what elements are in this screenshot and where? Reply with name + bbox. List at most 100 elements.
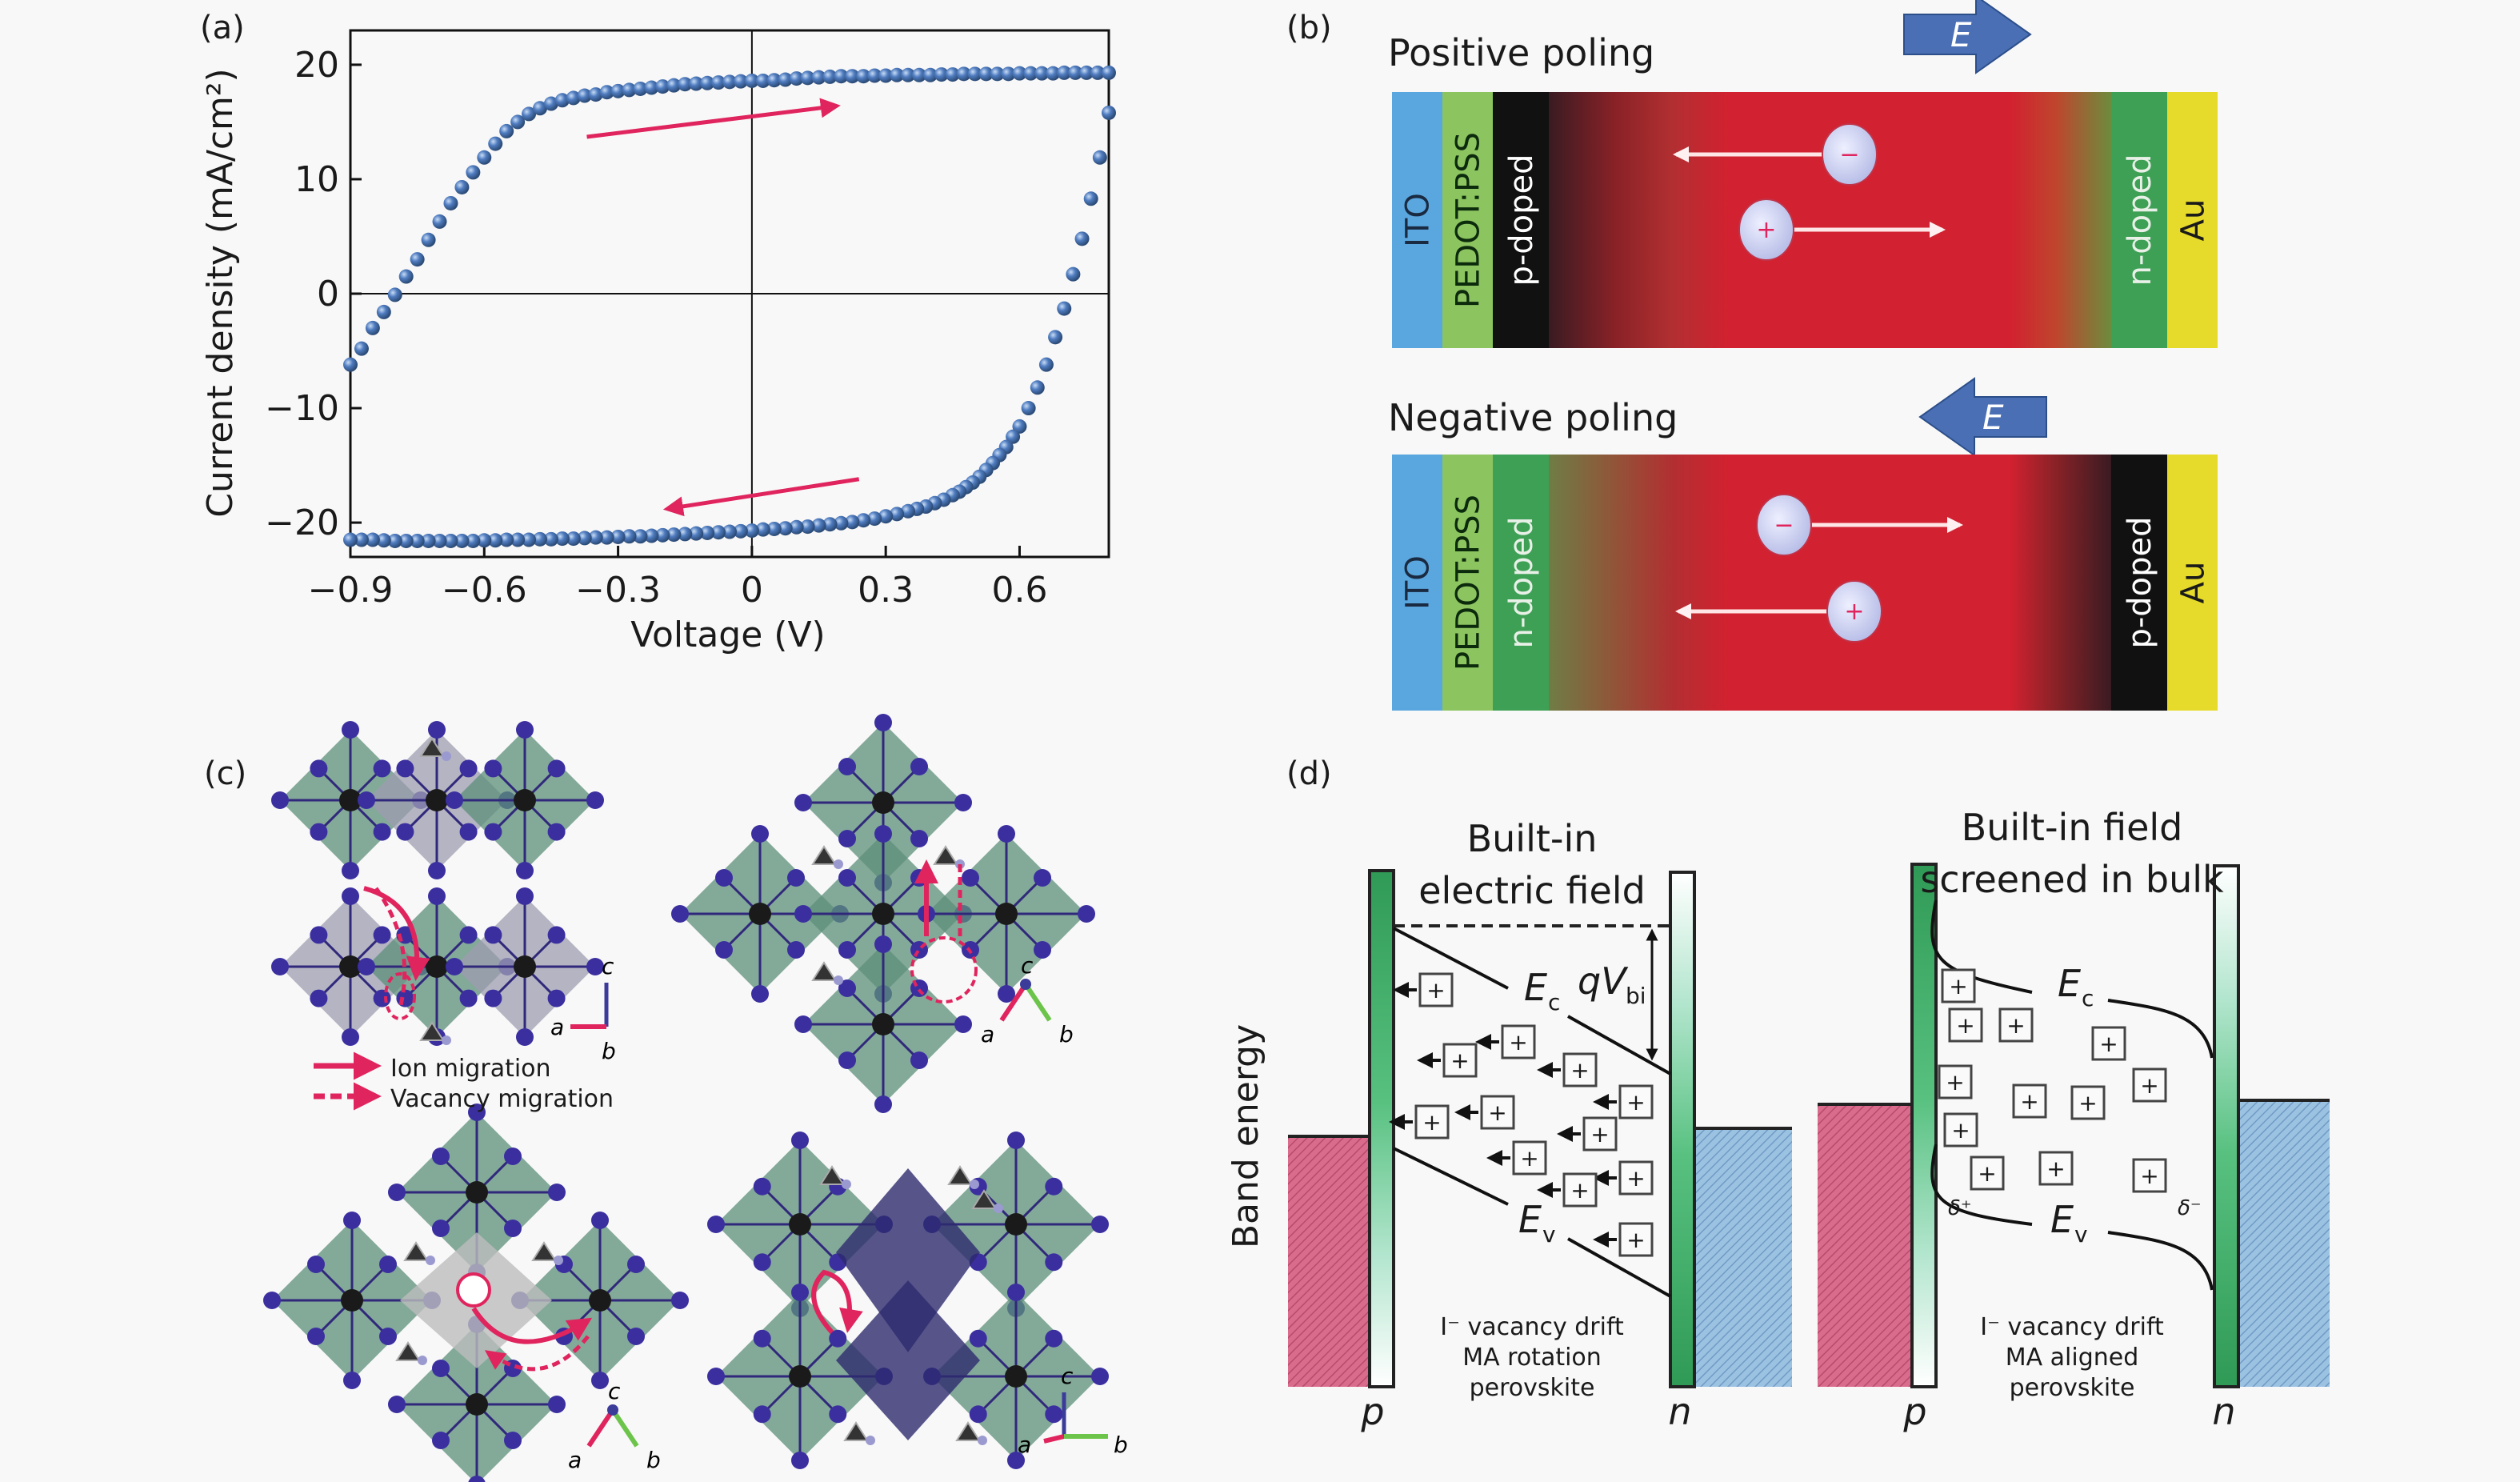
ion-sign: +: [1626, 1227, 1645, 1253]
n-type-region: [1694, 1128, 1792, 1387]
layer-label: p-doped: [1503, 154, 1540, 286]
axis-ticks: −0.9 −0.6 −0.3 0 0.3 0.6 −20 −10 0 10 20: [265, 45, 1047, 611]
metal-atom: [339, 789, 362, 811]
halide-atom: [1045, 1177, 1063, 1196]
series-reverse: [343, 105, 1116, 548]
data-point: [343, 532, 358, 547]
halide-atom: [342, 721, 359, 739]
halide-atom: [484, 989, 502, 1007]
x-tick-label: 0.3: [858, 570, 914, 611]
data-point: [700, 75, 715, 90]
structure-view-1: c a b: [271, 721, 616, 1064]
legend: Ion migration Vacancy migration: [314, 1051, 614, 1113]
halide-atom: [791, 1452, 809, 1469]
ev-band-right: [2107, 1231, 2214, 1291]
b-axis-label: b: [646, 1447, 661, 1473]
n-electrode: [1669, 871, 1696, 1388]
halide-atom: [310, 823, 328, 841]
a-axis-label: a: [981, 1021, 994, 1047]
diagram-title-line-2: screened in bulk: [1920, 858, 2224, 901]
ion-box: [1562, 1172, 1598, 1208]
ion-box: [1501, 1024, 1536, 1059]
halide-atom: [516, 862, 534, 879]
layer-p-doped: [1493, 92, 1549, 348]
data-point: [376, 304, 391, 319]
halide-atom: [998, 825, 1015, 843]
x-tick-label: 0.6: [991, 570, 1047, 611]
halide-atom: [787, 941, 805, 959]
b-axis: [1023, 983, 1052, 1022]
data-point: [610, 529, 626, 544]
ion-sign: +: [2046, 1156, 2065, 1182]
p-type-region: [1818, 1104, 1912, 1387]
data-point: [499, 123, 514, 138]
nitrogen-atom: [554, 1256, 563, 1265]
data-point: [533, 101, 547, 116]
ec-label: E: [2058, 962, 2081, 1005]
halide-atom: [962, 869, 979, 887]
halide-atom: [1034, 869, 1051, 887]
ec-band-right: [2107, 999, 2214, 1059]
ion-box: [1480, 1095, 1515, 1130]
ion-box: [1948, 1007, 1983, 1043]
panel-d-label: (d): [1286, 755, 1332, 792]
data-point: [678, 527, 693, 542]
methylammonium-molecule: [971, 1189, 997, 1209]
data-point: [655, 79, 670, 94]
metal-atom: [514, 955, 536, 978]
halide-atom: [358, 958, 375, 975]
c-axis: [607, 1404, 618, 1416]
nitrogen-atom: [842, 1180, 851, 1189]
halide-atom: [707, 1216, 725, 1233]
halide-atom: [373, 989, 391, 1007]
vacancy-ion-icon: +: [1998, 1007, 2034, 1043]
x-tick-label: 0: [741, 570, 763, 611]
nitrogen-atom: [442, 751, 451, 761]
ion-sign: +: [1520, 1145, 1538, 1172]
panel-b-label: (b): [1286, 10, 1332, 46]
ion-sign: +: [1509, 1029, 1527, 1055]
data-point: [1046, 66, 1061, 81]
data-point: [945, 67, 960, 82]
panel-d-band-diagrams: (d) Band energy Built-in electric field p n…: [1226, 755, 2330, 1433]
halide-atom: [428, 887, 446, 905]
halide-atom: [874, 825, 892, 843]
data-point: [343, 357, 358, 372]
ion-sign: +: [1488, 1099, 1506, 1126]
metal-atom: [466, 1181, 488, 1204]
halide-atom: [379, 1256, 397, 1273]
octahedron-dark: [836, 1280, 980, 1440]
diagram-title-line-1: Built-in: [1467, 817, 1598, 860]
data-point: [588, 530, 603, 545]
layer-pedot-pss: [1442, 455, 1493, 711]
ion-sign: +: [2020, 1088, 2038, 1115]
field-symbol: E: [1950, 15, 1972, 54]
data-point: [922, 67, 938, 82]
data-point: [711, 525, 726, 540]
halide-atom: [432, 1148, 450, 1165]
vacancy-ion-icon: +: [1618, 1160, 1654, 1196]
vacancy-ion-icon: +: [1943, 1112, 1978, 1148]
data-point: [1068, 65, 1083, 80]
halide-atom: [753, 1405, 771, 1424]
halide-atom: [484, 926, 502, 944]
data-point: [867, 511, 882, 527]
p-label: p: [1902, 1390, 1926, 1433]
data-point: [878, 509, 894, 524]
band-energy-label: Band energy: [1226, 1024, 1266, 1248]
data-point: [890, 507, 905, 522]
ion-sign: +: [1956, 1012, 1974, 1039]
diagram-title-line-2: electric field: [1418, 869, 1646, 912]
vacancy-ion-icon: +: [1582, 1116, 1618, 1152]
halide-atom: [627, 1328, 645, 1345]
ion-sign: +: [1951, 1117, 1970, 1144]
ion-sign: +: [1949, 973, 1967, 999]
halide-atom: [342, 1028, 359, 1046]
ion-sign: +: [2140, 1163, 2158, 1189]
b-axis-label: b: [1114, 1432, 1128, 1458]
data-point: [477, 150, 492, 165]
metal-atom: [589, 1289, 611, 1312]
nitrogen-atom: [978, 1436, 987, 1445]
ev-subscript: v: [1542, 1221, 1556, 1248]
